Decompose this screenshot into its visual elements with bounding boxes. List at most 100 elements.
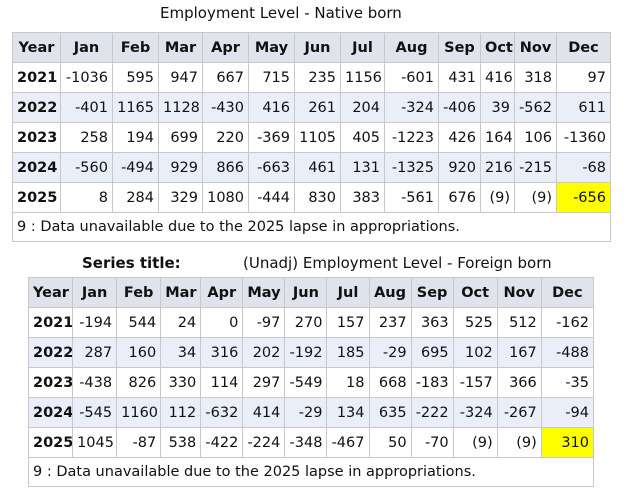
cell: 667 [202,62,249,93]
column-header: Jul [340,32,385,63]
cell: 131 [340,152,385,183]
cell: 297 [242,367,286,398]
cell: -422 [200,427,244,458]
row-header: 2022 [12,92,61,123]
row-header: 2024 [12,152,61,183]
footnote-row: 9 : Data unavailable due to the 2025 lap… [28,457,594,487]
cell: 1045 [72,427,118,458]
cell: 383 [340,182,385,213]
column-header: Nov [496,277,542,308]
cell: 1105 [294,122,341,153]
cell: 0 [200,307,244,338]
column-header: Jan [60,32,113,63]
cell: 866 [202,152,249,183]
column-header: Mar [160,277,202,308]
cell: 947 [158,62,203,93]
row-header: 2023 [12,122,61,153]
cell: 695 [410,337,454,368]
cell: 18 [326,367,370,398]
cell: -192 [284,337,328,368]
cell: 611 [556,92,611,123]
cell: -494 [112,152,159,183]
column-header: Nov [514,32,557,63]
cell: 50 [368,427,412,458]
row-header: 2025 [27,427,74,458]
cell: 426 [438,122,481,153]
row-header: 2021 [27,307,74,338]
cell: 261 [294,92,341,123]
cell: -369 [248,122,295,153]
cell: 202 [242,337,286,368]
header-row: Year Jan Feb Mar Apr May Jun Jul Aug Sep Oct Nov Dec [12,32,611,63]
cell: 715 [248,62,295,93]
cell: 185 [326,337,370,368]
cell: 330 [160,367,202,398]
cell: 416 [480,62,515,93]
cell: 461 [294,152,341,183]
cell: 204 [340,92,385,123]
data-row: 2024 -545 1160 112 -632 414 -29 134 635 -222 -324-… [27,397,595,428]
cell: 699 [158,122,203,153]
cell: -348 [284,427,328,458]
cell: 676 [438,182,481,213]
cell: -401 [60,92,113,123]
cell: 97 [556,62,611,93]
cell: 668 [368,367,412,398]
column-header: Oct [480,32,515,63]
column-header: Sep [438,32,481,63]
cell: 102 [452,337,498,368]
cell: -29 [368,337,412,368]
cell: 134 [326,397,370,428]
cell: 512 [496,307,542,338]
cell: -94 [540,397,595,428]
data-row: 2021 -1036 595 947 667 715 235 1156 -601 431 416 31… [12,62,611,93]
column-header: Sep [410,277,454,308]
footnote: 9 : Data unavailable due to the 2025 lap… [12,212,611,242]
cell: -560 [60,152,113,183]
cell: -97 [242,307,286,338]
column-header: Jun [294,32,341,63]
column-header: Year [12,32,61,63]
cell: -663 [248,152,295,183]
data-table: Year Jan Feb Mar Apr May Jun Jul Aug Sep Oct Nov Dec… [12,32,611,242]
data-row: 2023 258 194 699 220 -369 1105 405 -1223 426 164 10… [12,122,611,153]
cell: 237 [368,307,412,338]
cell: 8 [60,182,113,213]
header-row: Year Jan Feb Mar Apr May Jun Jul Aug Sep Oct Nov Dec [27,277,595,308]
cell: -87 [116,427,162,458]
cell: -561 [384,182,439,213]
column-header: Apr [200,277,244,308]
cell: -545 [72,397,118,428]
cell: 595 [112,62,159,93]
cell: -224 [242,427,286,458]
cell: 167 [496,337,542,368]
cell: 194 [112,122,159,153]
cell: -215 [514,152,557,183]
cell: -562 [514,92,557,123]
series-label: Series title: [82,254,181,272]
cell: 164 [480,122,515,153]
cell: 24 [160,307,202,338]
cell: -488 [540,337,595,368]
cell: -183 [410,367,454,398]
cell: 1160 [116,397,162,428]
footnote: 9 : Data unavailable due to the 2025 lap… [28,457,594,487]
cell: -549 [284,367,328,398]
column-header: Feb [116,277,162,308]
cell: 830 [294,182,341,213]
cell: 366 [496,367,542,398]
data-row: 2025 8 284 329 1080 -444 830 383 -561 676 (9) (9) -6… [12,182,611,213]
column-header: Mar [158,32,203,63]
data-row: 2025 1045 -87 538 -422 -224 -348 -467 50 -70 (9) (9… [27,427,595,458]
cell: 235 [294,62,341,93]
cell: 316 [200,337,244,368]
cell: -430 [202,92,249,123]
data-row: 2022 -401 1165 1128 -430 416 261 204 -324 -406 39-… [12,92,611,123]
data-row: 2024 -560 -494 929 866 -663 461 131 -1325 920 216-… [12,152,611,183]
cell: 310 [540,427,595,458]
cell: 416 [248,92,295,123]
cell: -162 [540,307,595,338]
cell: 160 [116,337,162,368]
cell: -1360 [556,122,611,153]
cell: (9) [514,182,557,213]
